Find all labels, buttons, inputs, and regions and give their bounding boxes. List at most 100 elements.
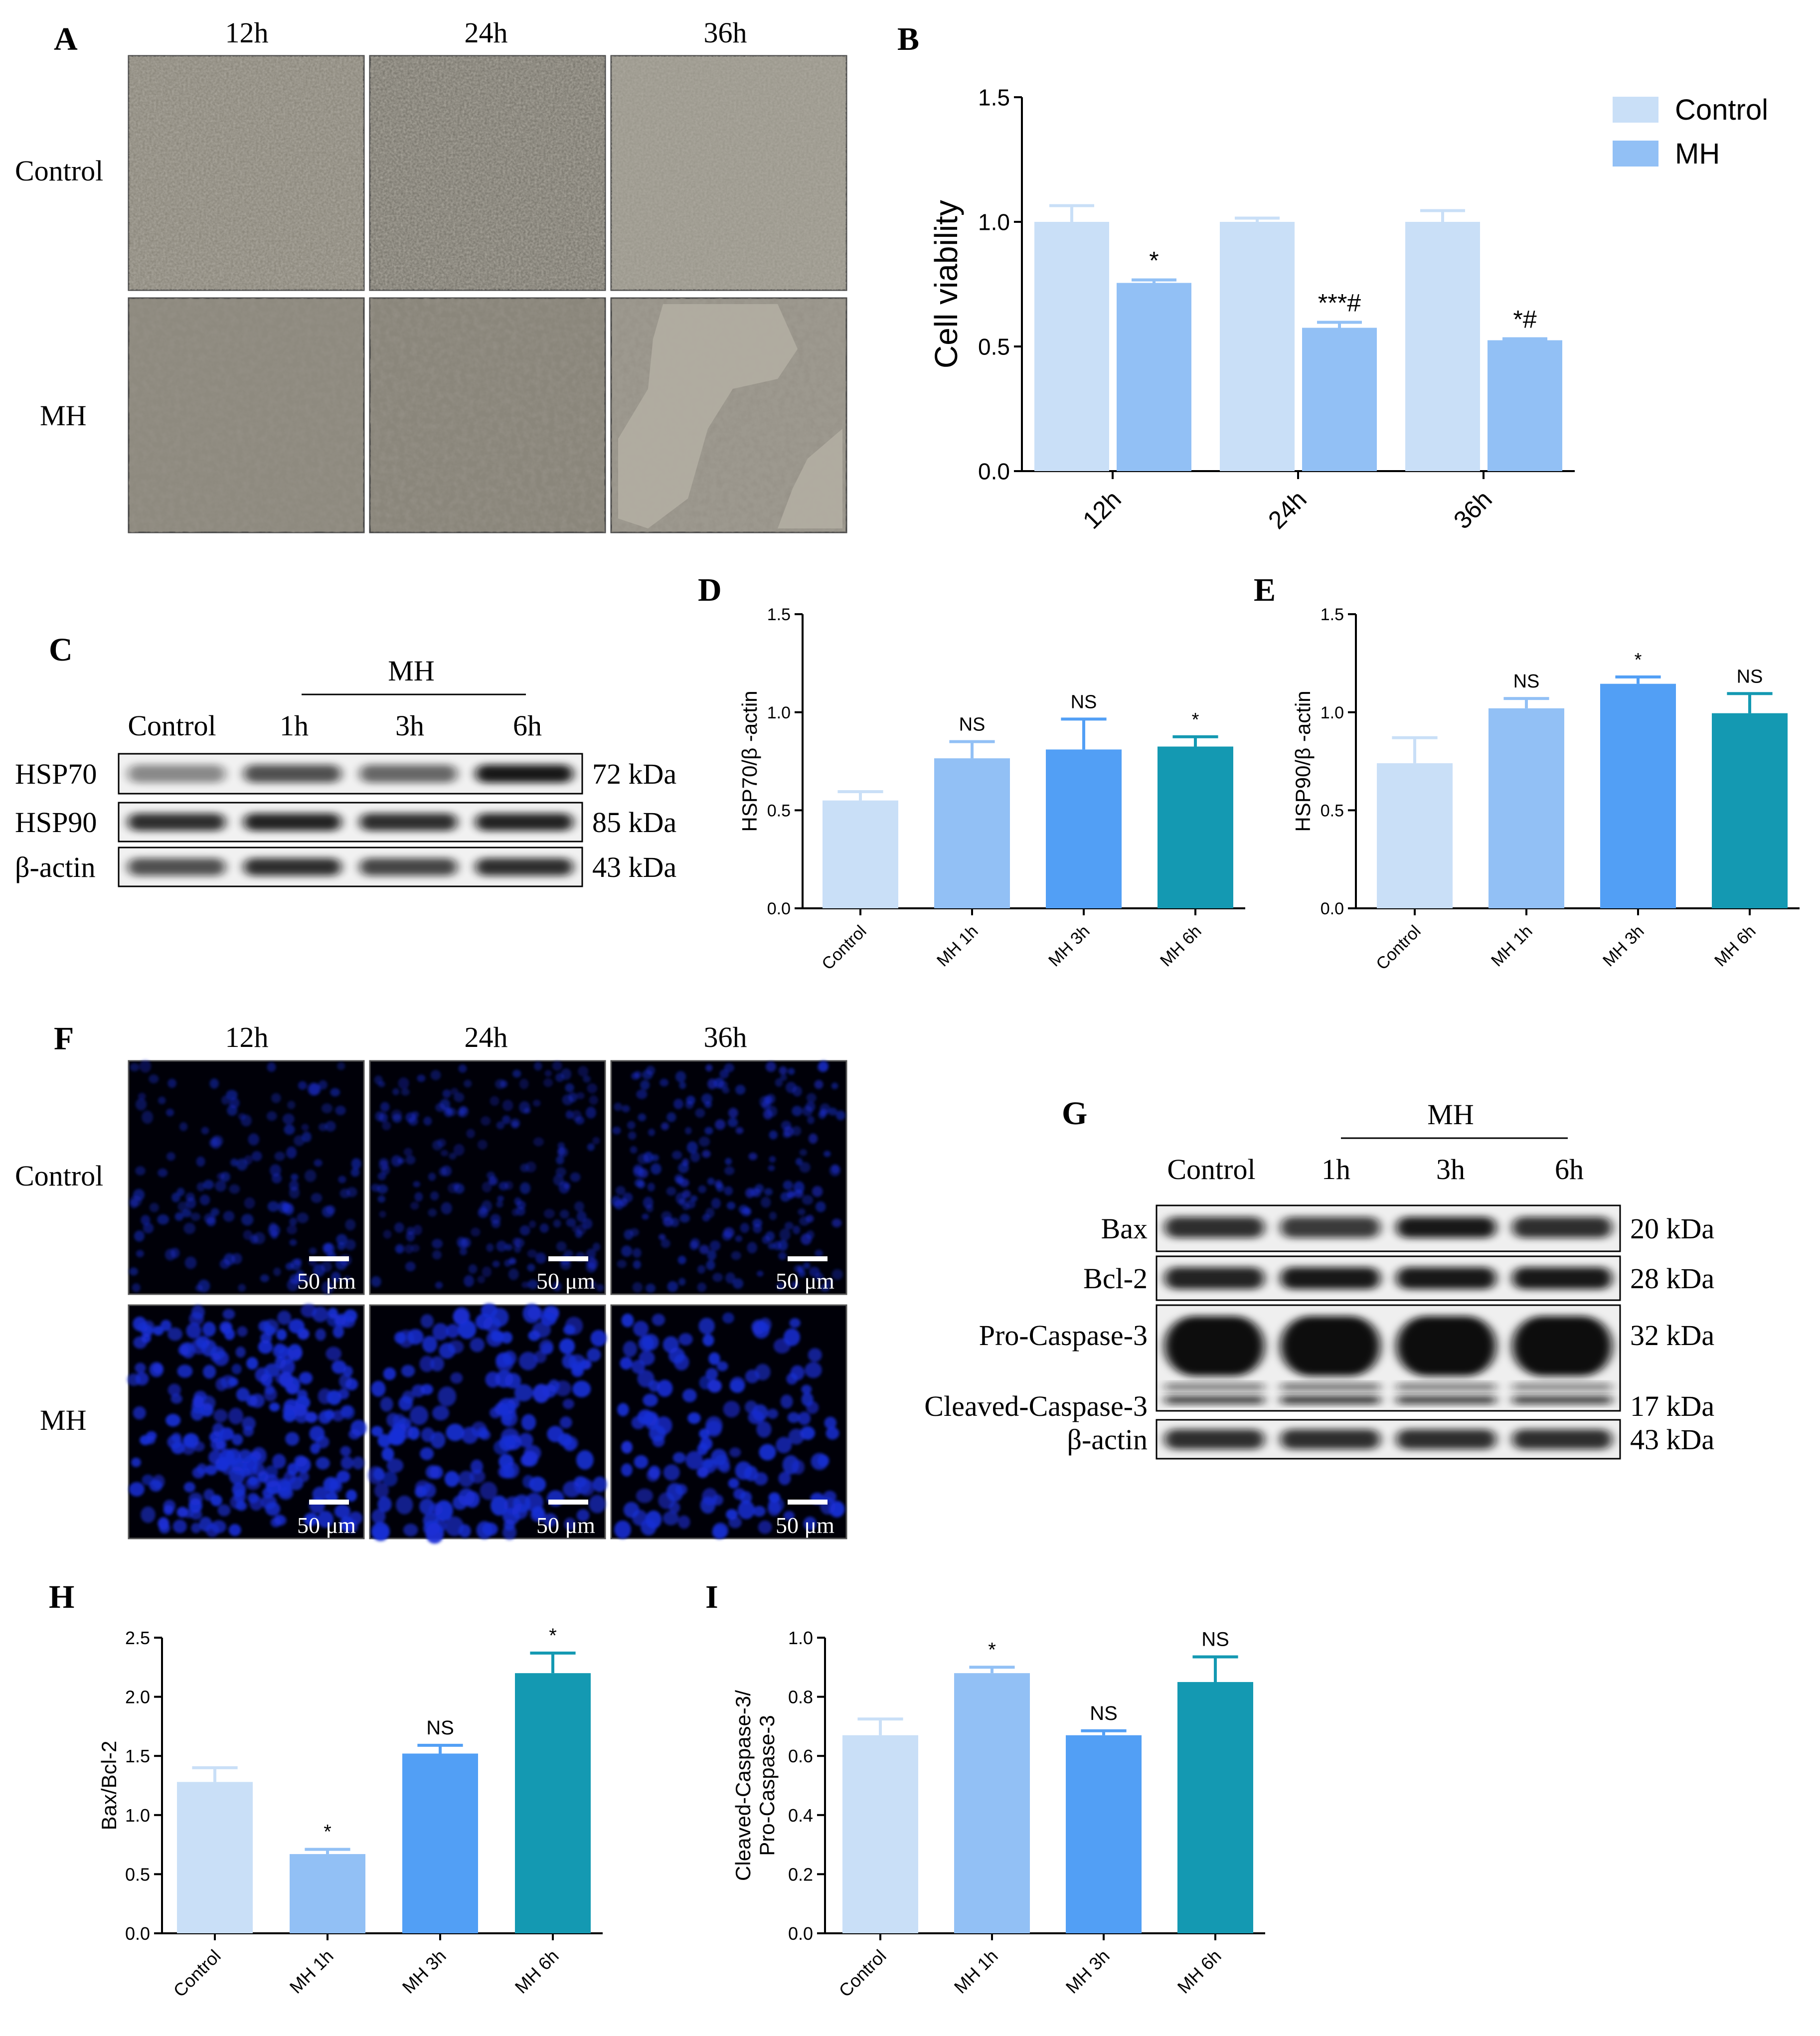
nucleus [521,1281,529,1288]
nucleus [177,1201,188,1212]
nucleus [129,1482,145,1497]
nucleus [662,1511,679,1526]
nucleus [492,1260,500,1268]
blot-band [359,813,457,831]
nucleus [775,1078,783,1087]
nucleus [153,1326,164,1336]
blot-band [1280,1217,1380,1238]
nucleus [504,1244,513,1251]
nucleus [767,1408,779,1419]
nucleus [482,1182,492,1192]
nucleus [415,1480,431,1494]
nucleus [273,1344,289,1358]
nuclei-group [371,1061,604,1292]
nucleus [792,1106,803,1116]
nucleus [248,1133,260,1146]
nucleus [282,1202,290,1212]
nucleus [269,1222,277,1232]
nucleus [383,1367,396,1380]
nucleus [183,1482,195,1493]
nucleus [662,1216,673,1227]
nucleus [682,1388,697,1402]
nucleus [678,1515,690,1529]
bar [290,1854,365,1933]
nucleus [133,1406,146,1420]
panel-a-col-label: 24h [465,16,508,49]
blot-band [1280,1396,1380,1404]
nucleus [808,1133,818,1144]
nucleus [778,1252,787,1260]
nucleus [557,1142,565,1149]
nucleus [283,1471,296,1485]
nucleus [553,1219,561,1228]
nucleus [755,1363,771,1380]
y-tick-label: 0.0 [125,1923,150,1944]
nucleus [705,1416,723,1435]
bar [1488,340,1562,471]
nucleus [413,1224,422,1235]
nucleus [643,1393,658,1407]
nucleus [334,1504,350,1519]
nucleus [562,1398,574,1409]
panel-label-b: B [897,21,919,57]
nucleus [714,1454,730,1471]
chart-e-hsp90: 0.0 0.5 1.0 1.5 Control MH 1h MH 3h MH 6h NS * NS H… [1291,605,1800,974]
bar [1117,283,1191,471]
nucleus [593,1476,607,1493]
nucleus [318,1411,331,1424]
nucleus [715,1119,726,1130]
nucleus [420,1447,434,1460]
nucleus [219,1427,234,1441]
nucleus [698,1318,715,1335]
nucleus [724,1063,734,1073]
nucleus [576,1450,594,1470]
nucleus [667,1281,678,1292]
nucleus [318,1388,332,1404]
nucleus [251,1151,262,1162]
nucleus [377,1195,386,1203]
nucleus [614,1520,631,1539]
blot-band [1512,1383,1612,1390]
x-tick-label: Control [169,1946,225,2001]
nucleus [784,1221,794,1230]
nucleus [621,1463,633,1477]
nucleus [708,1352,720,1365]
nucleus [135,1166,146,1176]
panel-f-col-label: 36h [704,1021,747,1053]
nucleus [184,1256,197,1269]
nucleus [271,1173,282,1184]
blot-band [1396,1383,1496,1390]
nucleus [289,1187,300,1199]
nucleus [705,1064,713,1072]
panel-label-g: G [1062,1095,1087,1132]
nucleus [543,1208,555,1218]
nucleus [668,1502,680,1514]
western-blot-c: MH Control 1h 3h 6h HSP70 72 kDa HSP90 85 k… [15,655,676,887]
nucleus [828,1107,837,1116]
nucleus [592,1242,601,1251]
nucleus [530,1508,546,1522]
nucleus [446,1324,460,1339]
nucleus [722,1312,734,1324]
nucleus [752,1188,762,1197]
nucleus [553,1174,564,1186]
nucleus [559,1209,569,1219]
scale-bar [309,1500,349,1505]
nucleus [289,1239,297,1246]
nucleus [491,1308,509,1327]
nucleus [215,1180,226,1192]
nucleus [352,1456,364,1470]
nucleus [318,1123,328,1131]
nucleus [411,1244,420,1252]
y-tick-label: 1.5 [125,1746,150,1766]
nucleus [689,1241,698,1250]
nucleus [321,1261,332,1272]
nucleus [831,1082,838,1089]
nucleus [262,1488,274,1499]
y-axis-label: Pro-Caspase-3 [755,1715,779,1856]
blot-protein-label: Pro-Caspase-3 [979,1319,1148,1352]
nucleus [371,1509,386,1524]
blot-protein-label: Cleaved-Caspase-3 [924,1390,1148,1422]
blot-lane-label: Control [1167,1153,1255,1186]
blot-band [1164,1396,1265,1404]
